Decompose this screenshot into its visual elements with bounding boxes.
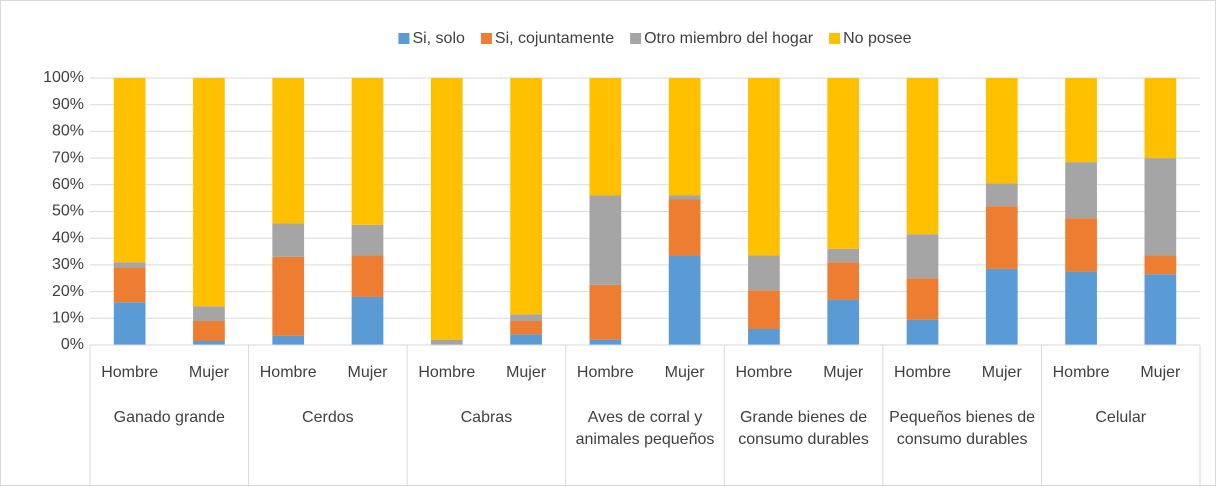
y-tick-label: 0% xyxy=(61,336,84,353)
group-label: Aves de corral y animales pequeños xyxy=(575,409,715,448)
legend-swatch xyxy=(398,33,410,44)
bar-segment xyxy=(351,296,384,345)
bar-segment xyxy=(985,268,1018,345)
y-tick-label: 100% xyxy=(43,69,84,86)
bar-segment xyxy=(113,302,146,345)
bar-segment xyxy=(906,278,939,320)
bar-segment xyxy=(589,195,622,285)
bar-segment xyxy=(1144,274,1177,345)
x-tick-label: Mujer xyxy=(347,364,388,381)
bar-segment xyxy=(827,248,860,263)
bar-segment xyxy=(906,78,939,235)
bar-segment xyxy=(272,223,305,257)
bar-segment xyxy=(272,78,305,224)
bar-segment xyxy=(827,78,860,249)
legend-label: No posee xyxy=(843,30,912,47)
bar-segment xyxy=(193,78,225,307)
group-label: Ganado grande xyxy=(113,409,225,426)
bar-segment xyxy=(1144,255,1177,275)
x-tick-label: Hombre xyxy=(418,364,475,381)
legend-label: Si, cojuntamente xyxy=(495,30,614,47)
bar-segment xyxy=(351,255,384,297)
x-tick-label: Hombre xyxy=(577,364,634,381)
bar-segment xyxy=(748,290,780,329)
bar-segment xyxy=(748,328,780,345)
bar-segment xyxy=(1144,158,1177,256)
y-tick-label: 10% xyxy=(52,310,84,327)
bar-segment xyxy=(985,206,1018,269)
bar-segment xyxy=(668,199,701,256)
x-tick-label: Hombre xyxy=(260,364,317,381)
bar-segment xyxy=(351,78,384,225)
x-tick-label: Mujer xyxy=(982,364,1023,381)
bar-segment xyxy=(351,224,384,256)
bar-segment xyxy=(827,299,860,345)
bar-segment xyxy=(193,320,225,341)
bar-segment xyxy=(906,234,939,279)
group-label: Cerdos xyxy=(302,409,354,426)
bar-segment xyxy=(1065,271,1097,345)
legend-label: Otro miembro del hogar xyxy=(644,30,814,47)
y-tick-label: 30% xyxy=(52,256,84,273)
legend-swatch xyxy=(480,33,492,44)
bar-segment xyxy=(113,78,146,263)
bar-segment xyxy=(668,255,701,345)
bar-segment xyxy=(510,334,542,345)
bar-segment xyxy=(510,314,542,321)
legend-swatch xyxy=(829,33,841,44)
bar-segment xyxy=(272,335,305,345)
bar-segment xyxy=(668,195,701,200)
bar-segment xyxy=(748,78,780,256)
bar-segment xyxy=(430,78,463,340)
x-tick-label: Hombre xyxy=(1053,364,1110,381)
bar-segment xyxy=(748,255,780,291)
bar-segment xyxy=(1065,78,1097,163)
bar-segment xyxy=(1065,162,1097,219)
y-tick-label: 50% xyxy=(52,203,84,220)
y-tick-label: 60% xyxy=(52,176,84,193)
bar-segment xyxy=(113,267,146,303)
bar-segment xyxy=(589,339,622,345)
bar-segment xyxy=(827,262,860,300)
bar-segment xyxy=(510,320,542,335)
group-label: Celular xyxy=(1095,409,1147,426)
bar-segment xyxy=(906,319,939,345)
bar-segment xyxy=(1065,218,1097,272)
y-tick-label: 70% xyxy=(52,149,84,166)
legend-label: Si, solo xyxy=(412,30,465,47)
x-tick-label: Mujer xyxy=(665,364,706,381)
bar-segment xyxy=(985,183,1018,207)
y-tick-label: 90% xyxy=(52,96,84,113)
bar-segment xyxy=(193,340,225,345)
bar-segment xyxy=(589,284,622,340)
group-label: Grande bienes de consumo durables xyxy=(738,409,869,448)
y-tick-label: 80% xyxy=(52,123,84,140)
x-tick-label: Mujer xyxy=(506,364,547,381)
group-label: Pequeños bienes de consumo durables xyxy=(889,409,1036,448)
x-tick-label: Mujer xyxy=(1140,364,1181,381)
group-label: Cabras xyxy=(460,409,513,426)
bar-segment xyxy=(1144,78,1177,159)
x-tick-label: Hombre xyxy=(894,364,951,381)
x-tick-label: Hombre xyxy=(101,364,158,381)
x-tick-label: Hombre xyxy=(735,364,792,381)
x-tick-label: Mujer xyxy=(823,364,864,381)
x-tick-label: Mujer xyxy=(189,364,230,381)
y-tick-label: 40% xyxy=(52,229,84,246)
bar-segment xyxy=(272,256,305,336)
bar-segment xyxy=(430,339,463,345)
bar-segment xyxy=(113,262,146,268)
bar-segment xyxy=(510,78,542,315)
bar-segment xyxy=(193,306,225,321)
bar-segment xyxy=(985,78,1018,184)
y-tick-label: 20% xyxy=(52,283,84,300)
legend-swatch xyxy=(630,33,642,44)
bar-segment xyxy=(668,78,701,196)
bar-segment xyxy=(589,78,622,196)
